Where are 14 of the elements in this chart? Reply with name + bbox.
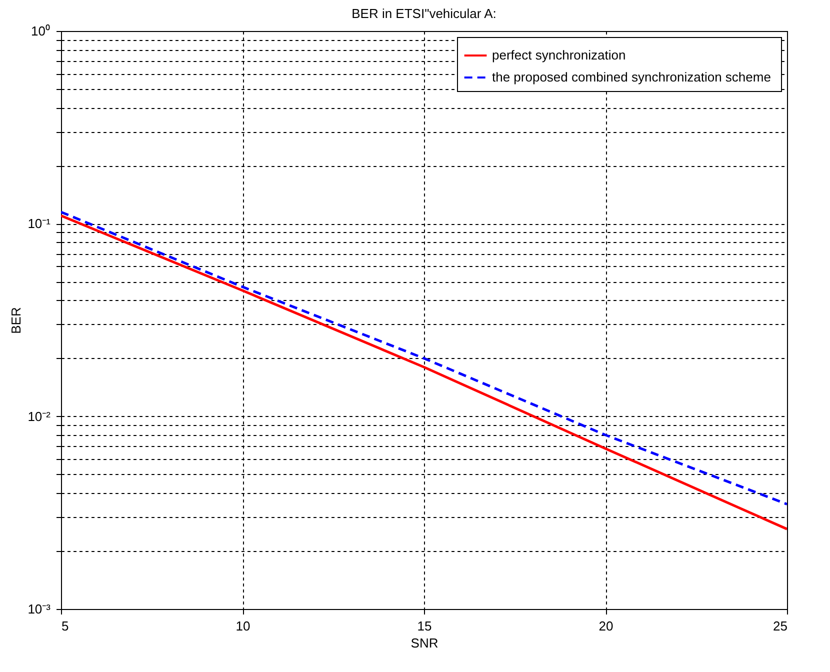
y-tick-label: 10⁰ — [31, 24, 50, 38]
legend-label: perfect synchronization — [492, 48, 626, 62]
y-tick-label: 10⁻¹ — [28, 216, 52, 232]
y-axis-title: BER — [8, 307, 24, 334]
x-tick-label: 25 — [773, 618, 788, 634]
y-tick-label: 10⁻³ — [28, 602, 52, 616]
x-tick-label: 10 — [236, 618, 250, 634]
x-tick-label: 5 — [62, 618, 69, 634]
chart-title: BER in ETSI"vehicular A: — [352, 6, 496, 21]
x-tick-label: 20 — [598, 618, 614, 634]
x-axis-title: SNR — [410, 636, 438, 650]
legend-label: the proposed combined synchronization scheme — [492, 70, 771, 84]
x-tick-label: 15 — [417, 618, 432, 634]
y-tick-label: 10⁻² — [28, 408, 52, 424]
